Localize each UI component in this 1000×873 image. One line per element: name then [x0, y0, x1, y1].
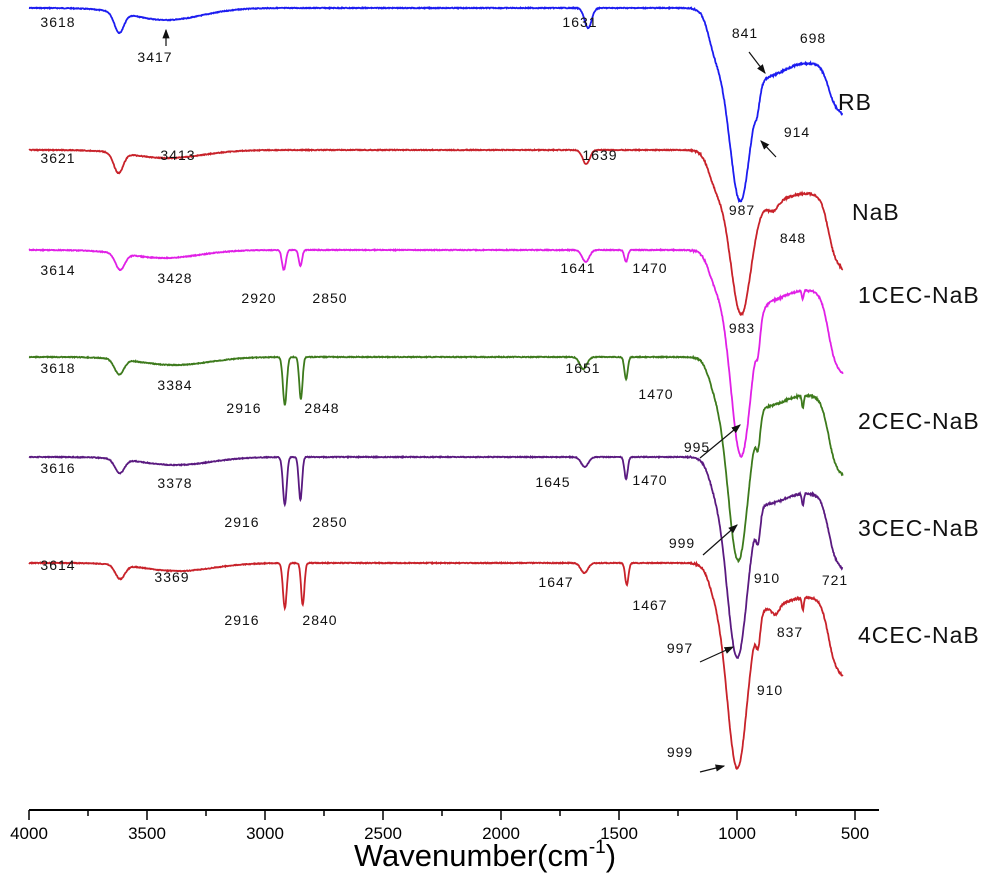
annotation-arrow — [748, 51, 766, 74]
peak-label: 2850 — [312, 514, 347, 530]
peak-label: 995 — [684, 439, 710, 455]
annotation-arrow — [699, 764, 726, 773]
spectrum-line-rb — [28, 5, 843, 204]
peak-label: 2916 — [224, 514, 259, 530]
peak-label: 721 — [822, 572, 848, 588]
peak-label: 1470 — [632, 260, 667, 276]
peak-label: 848 — [780, 230, 806, 246]
peak-label: 914 — [784, 124, 810, 140]
peak-label: 841 — [732, 25, 758, 41]
series-label: RB — [838, 89, 872, 115]
peak-label: 1467 — [632, 597, 667, 613]
series-label: 3CEC-NaB — [858, 515, 980, 541]
peak-label: 1631 — [562, 14, 597, 30]
peak-label: 1641 — [560, 260, 595, 276]
peak-label: 1651 — [565, 360, 600, 376]
peak-label: 2916 — [226, 400, 261, 416]
peak-label: 1470 — [638, 386, 673, 402]
peak-label: 997 — [667, 640, 693, 656]
x-tick-label: 3500 — [128, 824, 166, 843]
peak-label: 3614 — [40, 262, 75, 278]
series-labels: RB NaB 1CEC-NaB 2CEC-NaB 3CEC-NaB 4CEC-NaB — [838, 89, 980, 648]
x-tick-label: 3000 — [246, 824, 284, 843]
spectrum-line-4cec-nab — [28, 560, 844, 770]
peak-label: 1647 — [538, 574, 573, 590]
annotation-arrow — [699, 646, 735, 663]
x-tick-label: 1500 — [600, 824, 638, 843]
peak-label: 3413 — [160, 147, 195, 163]
x-tick-label: 4000 — [10, 824, 48, 843]
x-axis: 4000 3500 3000 2500 2000 1500 1000 500 — [10, 809, 879, 843]
peak-label: 3378 — [157, 475, 192, 491]
series-label: 4CEC-NaB — [858, 622, 980, 648]
peak-label: 2916 — [224, 612, 259, 628]
peak-label: 1645 — [535, 474, 570, 490]
peak-label: 910 — [754, 570, 780, 586]
spectrum-line-3cec-nab — [28, 454, 844, 660]
peak-label: 3369 — [154, 569, 189, 585]
peak-label: 1639 — [582, 147, 617, 163]
x-tick-label: 2500 — [364, 824, 402, 843]
annotation-arrow — [702, 524, 738, 556]
peak-label: 2848 — [304, 400, 339, 416]
peak-label: 2840 — [302, 612, 337, 628]
peak-label: 3428 — [157, 270, 192, 286]
x-axis-title: Wavenumber(cm-1) — [354, 837, 616, 873]
peak-label: 3614 — [40, 557, 75, 573]
peak-label: 983 — [729, 320, 755, 336]
peak-label: 999 — [667, 744, 693, 760]
peak-annotations: 3618 3417 1631 841 698 914 987 3621 3413 1639 848 9… — [40, 14, 848, 760]
spectrum-line-nab — [28, 148, 844, 317]
series-label: NaB — [852, 199, 900, 225]
spectrum-line-2cec-nab — [28, 354, 844, 564]
annotation-arrow — [760, 140, 777, 158]
spectrum-line-1cec-nab — [28, 247, 844, 459]
peak-label: 837 — [777, 624, 803, 640]
peak-label: 1470 — [632, 472, 667, 488]
peak-label: 3621 — [40, 150, 75, 166]
x-tick-label: 1000 — [718, 824, 756, 843]
peak-label: 3384 — [157, 377, 192, 393]
annotation-arrow — [699, 424, 741, 459]
peak-label: 3417 — [137, 49, 172, 65]
series-label: 1CEC-NaB — [858, 282, 980, 308]
peak-label: 3618 — [40, 360, 75, 376]
peak-label: 910 — [757, 682, 783, 698]
peak-label: 3618 — [40, 14, 75, 30]
series-label: 2CEC-NaB — [858, 408, 980, 434]
peak-label: 698 — [800, 30, 826, 46]
x-tick-label: 500 — [841, 824, 869, 843]
spectra-curves — [28, 5, 844, 770]
peak-label: 3616 — [40, 460, 75, 476]
peak-label: 2920 — [241, 290, 276, 306]
peak-label: 987 — [729, 202, 755, 218]
annotation-arrows — [162, 28, 777, 773]
peak-label: 2850 — [312, 290, 347, 306]
x-tick-label: 2000 — [482, 824, 520, 843]
peak-label: 999 — [669, 535, 695, 551]
